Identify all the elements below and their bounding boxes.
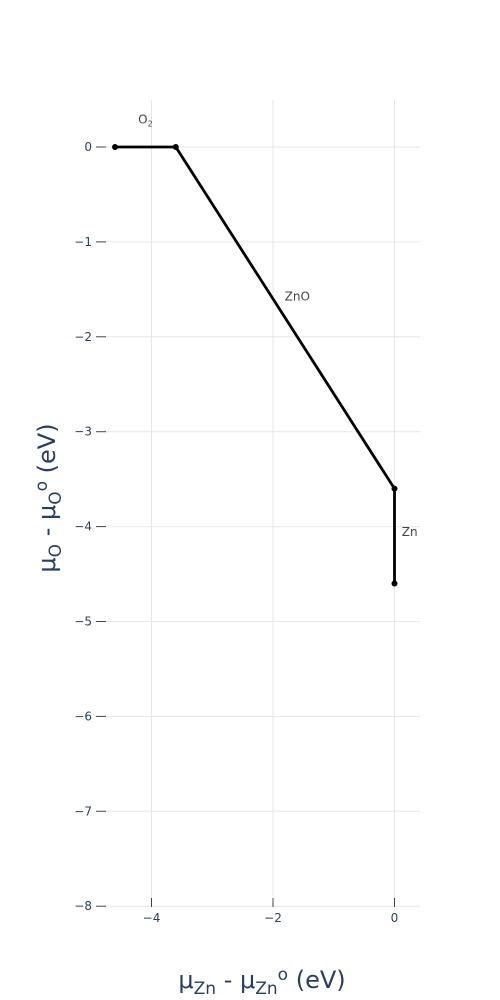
- y-tick-label: −3: [74, 425, 92, 439]
- vertex-points: [112, 144, 398, 587]
- y-tick-label: −8: [74, 899, 92, 913]
- grid-layer: [105, 100, 420, 907]
- vertex-point: [112, 144, 119, 150]
- tick-layer: 0 −1 −2 −3 −4 −5 −6 −7 −8 −4 −2 0: [74, 140, 398, 925]
- y-tick-label: −4: [74, 520, 92, 534]
- x-axis-title: μZn - μZno (eV): [178, 965, 345, 999]
- x-tick-label: 0: [391, 911, 399, 925]
- region-label-zn: Zn: [402, 525, 418, 539]
- y-tick-label: −1: [74, 235, 92, 249]
- boundary-lines: [113, 145, 396, 585]
- vertex-point: [172, 144, 179, 150]
- y-tick-label: −6: [74, 709, 92, 723]
- x-tick-label: −2: [264, 911, 282, 925]
- region-labels: O2 ZnO Zn: [138, 112, 417, 539]
- x-tick-label: −4: [143, 911, 161, 925]
- y-tick-label: 0: [84, 140, 92, 154]
- region-label-zno: ZnO: [285, 290, 310, 304]
- y-tick-label: −2: [74, 330, 92, 344]
- vertex-point: [391, 580, 398, 587]
- boundary-line-zno: [174, 145, 396, 491]
- y-tick-label: −7: [74, 804, 92, 818]
- y-tick-label: −5: [74, 615, 92, 629]
- y-axis-title: μO - μOo (eV): [32, 423, 66, 572]
- region-label-o2: O2: [138, 112, 153, 128]
- vertex-point: [391, 485, 398, 492]
